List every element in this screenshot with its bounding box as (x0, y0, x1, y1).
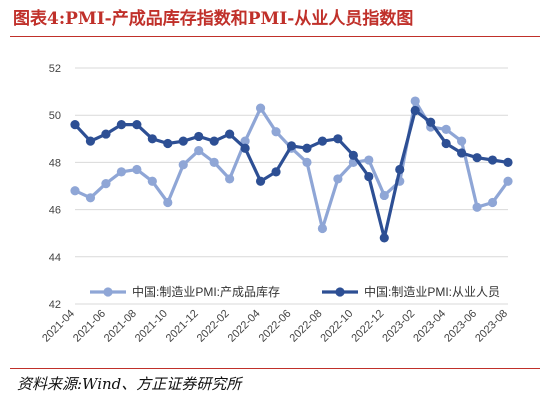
data-point (147, 176, 157, 186)
data-point (116, 120, 126, 130)
legend-label: 中国:制造业PMI:产成品库存 (132, 284, 280, 299)
data-point (209, 136, 219, 146)
data-point (255, 176, 266, 186)
data-point (147, 134, 157, 144)
data-point (240, 143, 250, 153)
data-point (240, 136, 250, 146)
data-point (379, 190, 389, 201)
data-point (302, 157, 312, 167)
series-1 (70, 96, 513, 234)
x-tick-label: 2022-02 (195, 308, 232, 345)
legend-marker (103, 287, 113, 297)
x-tick-label: 2023-02 (380, 308, 417, 345)
x-tick-label: 2021-04 (40, 308, 77, 345)
data-point (85, 193, 96, 203)
data-point (487, 155, 498, 165)
x-tick-label: 2021-12 (164, 308, 201, 345)
legend: 中国:制造业PMI:产成品库存 中国:制造业PMI:从业人员 (90, 284, 500, 299)
y-tick-label: 48 (49, 157, 61, 169)
data-point (410, 96, 420, 106)
x-tick-label: 2022-10 (318, 308, 355, 345)
title-divider (10, 36, 540, 37)
y-tick-label: 50 (49, 110, 61, 122)
data-point (163, 197, 173, 208)
data-point (364, 171, 374, 182)
data-point (441, 138, 451, 149)
x-tick-label: 2023-04 (411, 308, 448, 345)
data-point (364, 155, 374, 165)
data-point (101, 129, 111, 139)
x-tick-label: 2022-06 (257, 308, 294, 345)
data-point (487, 197, 498, 208)
x-tick-label: 2022-08 (288, 308, 325, 345)
y-tick-label: 46 (49, 205, 61, 217)
data-point (302, 143, 312, 153)
data-point (317, 223, 328, 234)
data-point (333, 134, 343, 144)
series-2 (70, 105, 513, 243)
data-point (225, 174, 235, 184)
data-point (472, 202, 482, 212)
x-tick-label: 2022-04 (226, 308, 263, 345)
legend-marker (335, 287, 345, 297)
data-point (116, 167, 126, 177)
data-point (379, 233, 389, 243)
data-point (503, 176, 513, 186)
data-point (178, 160, 188, 170)
y-tick-label: 42 (49, 299, 61, 311)
figure-title: 图表4:PMI-产成品库存指数和PMI-从业人员指数图 (13, 9, 414, 29)
gridlines (75, 67, 508, 305)
data-point (225, 129, 235, 139)
data-point (101, 179, 111, 189)
data-point (132, 164, 142, 175)
data-point (457, 148, 467, 158)
data-point (472, 153, 482, 163)
source-divider (10, 368, 540, 369)
data-point (410, 105, 420, 116)
data-point (348, 150, 358, 160)
data-point (178, 136, 188, 146)
data-point (271, 127, 281, 137)
data-point (271, 167, 281, 177)
x-axis-ticks: 2021-042021-062021-082021-102021-122022-… (40, 308, 510, 345)
data-point (333, 174, 343, 184)
x-tick-label: 2023-06 (442, 308, 479, 345)
y-tick-label: 52 (49, 63, 61, 75)
data-point (503, 157, 513, 167)
legend-item-1: 中国:制造业PMI:产成品库存 (90, 284, 280, 299)
legend-label: 中国:制造业PMI:从业人员 (364, 284, 500, 299)
data-point (457, 136, 467, 146)
data-point (441, 124, 451, 134)
data-point (85, 136, 96, 146)
data-point (209, 157, 219, 167)
legend-item-2: 中国:制造业PMI:从业人员 (322, 284, 500, 299)
source-note: 资料来源:Wind、方正证券研究所 (17, 375, 242, 393)
data-point (194, 146, 204, 156)
x-tick-label: 2021-08 (102, 308, 139, 345)
x-tick-label: 2021-06 (71, 308, 108, 345)
data-point (286, 141, 297, 151)
y-axis-ticks: 42 44 46 48 50 52 (49, 63, 61, 311)
data-point (70, 120, 80, 130)
data-point (317, 136, 328, 146)
data-point (132, 120, 142, 130)
y-tick-label: 44 (49, 252, 61, 264)
x-tick-label: 2021-10 (133, 308, 170, 345)
data-point (426, 117, 436, 127)
data-point (395, 164, 405, 175)
data-point (194, 131, 204, 142)
series-group (70, 96, 513, 243)
x-tick-label: 2023-08 (473, 308, 510, 345)
data-point (70, 186, 80, 196)
x-tick-label: 2022-12 (349, 308, 386, 345)
data-point (163, 138, 173, 149)
data-point (255, 103, 266, 113)
